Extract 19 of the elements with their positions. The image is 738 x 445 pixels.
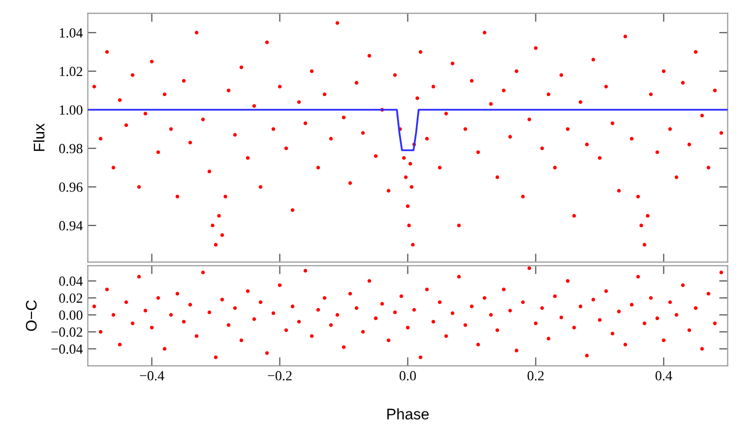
- x-tick-label: 0.0: [400, 371, 416, 380]
- x-tick-label: −0.4: [140, 371, 164, 380]
- y-axis-title: O−C: [26, 300, 37, 331]
- y-tick-label: 0.96: [59, 182, 83, 192]
- x-tick-label: 0.4: [656, 371, 672, 380]
- y-tick-label: 1.00: [60, 105, 82, 115]
- y-axis-title: Flux: [33, 123, 45, 151]
- y-tick-label: 0.98: [59, 144, 82, 154]
- x-axis-title: Phase: [387, 408, 429, 420]
- x-tick-label: 0.2: [528, 371, 544, 380]
- y-tick-label: 0.02: [59, 293, 82, 303]
- y-tick-label: 1.04: [60, 28, 83, 38]
- y-tick-label: 1.02: [60, 66, 82, 76]
- y-tick-label: −0.04: [52, 344, 83, 354]
- x-tick-label: −0.2: [268, 371, 292, 380]
- y-tick-label: 0.00: [59, 310, 82, 320]
- y-tick-label: 0.04: [59, 276, 83, 286]
- y-tick-label: −0.02: [52, 327, 82, 337]
- y-tick-label: 0.94: [59, 221, 83, 230]
